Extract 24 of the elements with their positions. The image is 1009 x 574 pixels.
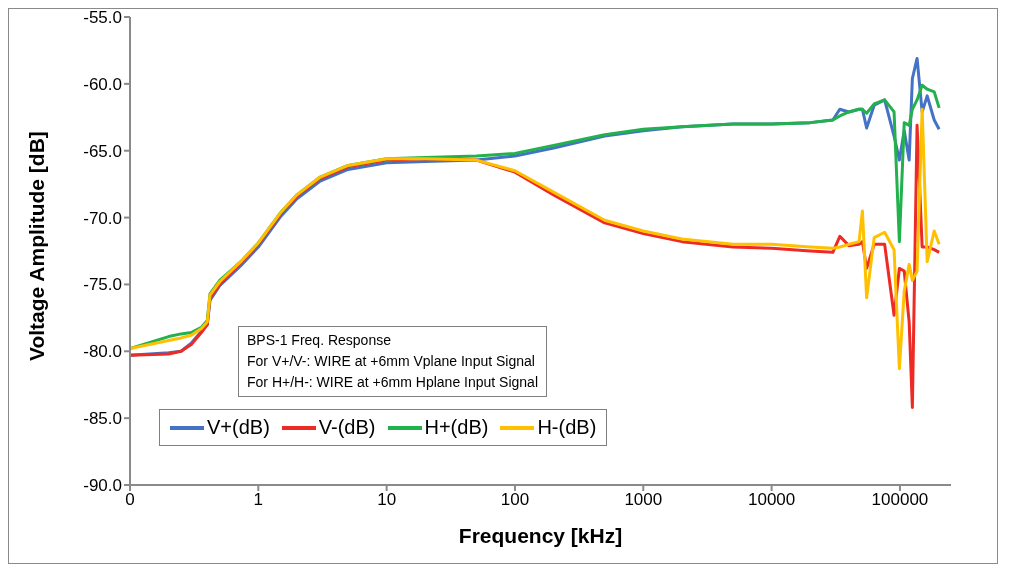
y-tick-label: -90.0 xyxy=(83,476,122,496)
x-tick-label: 100 xyxy=(500,490,530,510)
x-tick-label: 100000 xyxy=(871,490,929,510)
x-tick-label: 0 xyxy=(125,490,135,510)
x-axis-title: Frequency [kHz] xyxy=(458,524,623,547)
legend-label: V-(dB) xyxy=(318,416,376,439)
y-axis-title: Voltage Amplitude [dB] xyxy=(25,131,49,361)
x-tick-label: 1000 xyxy=(624,490,663,510)
y-tick-label: -60.0 xyxy=(83,74,122,94)
y-tick-label: -75.0 xyxy=(83,275,122,295)
y-tick-label: -55.0 xyxy=(83,8,122,28)
legend-label: V+(dB) xyxy=(207,416,270,439)
y-tick-label: -80.0 xyxy=(83,342,122,362)
legend-label: H+(dB) xyxy=(424,416,489,439)
y-tick-label: -85.0 xyxy=(83,409,122,429)
x-tick-label: 10 xyxy=(377,490,397,510)
annotation: For H+/H-: WIRE at +6mm Hplane Input Signal xyxy=(247,373,538,392)
y-tick-label: -70.0 xyxy=(83,208,122,228)
y-tick-label: -65.0 xyxy=(83,141,122,161)
x-tick-label: 1 xyxy=(253,490,264,510)
annotation: For V+/V-: WIRE at +6mm Vplane Input Signal xyxy=(247,352,536,371)
annotation: BPS-1 Freq. Response xyxy=(247,331,392,350)
legend-label: H-(dB) xyxy=(537,416,597,439)
x-tick-label: 10000 xyxy=(747,490,796,510)
